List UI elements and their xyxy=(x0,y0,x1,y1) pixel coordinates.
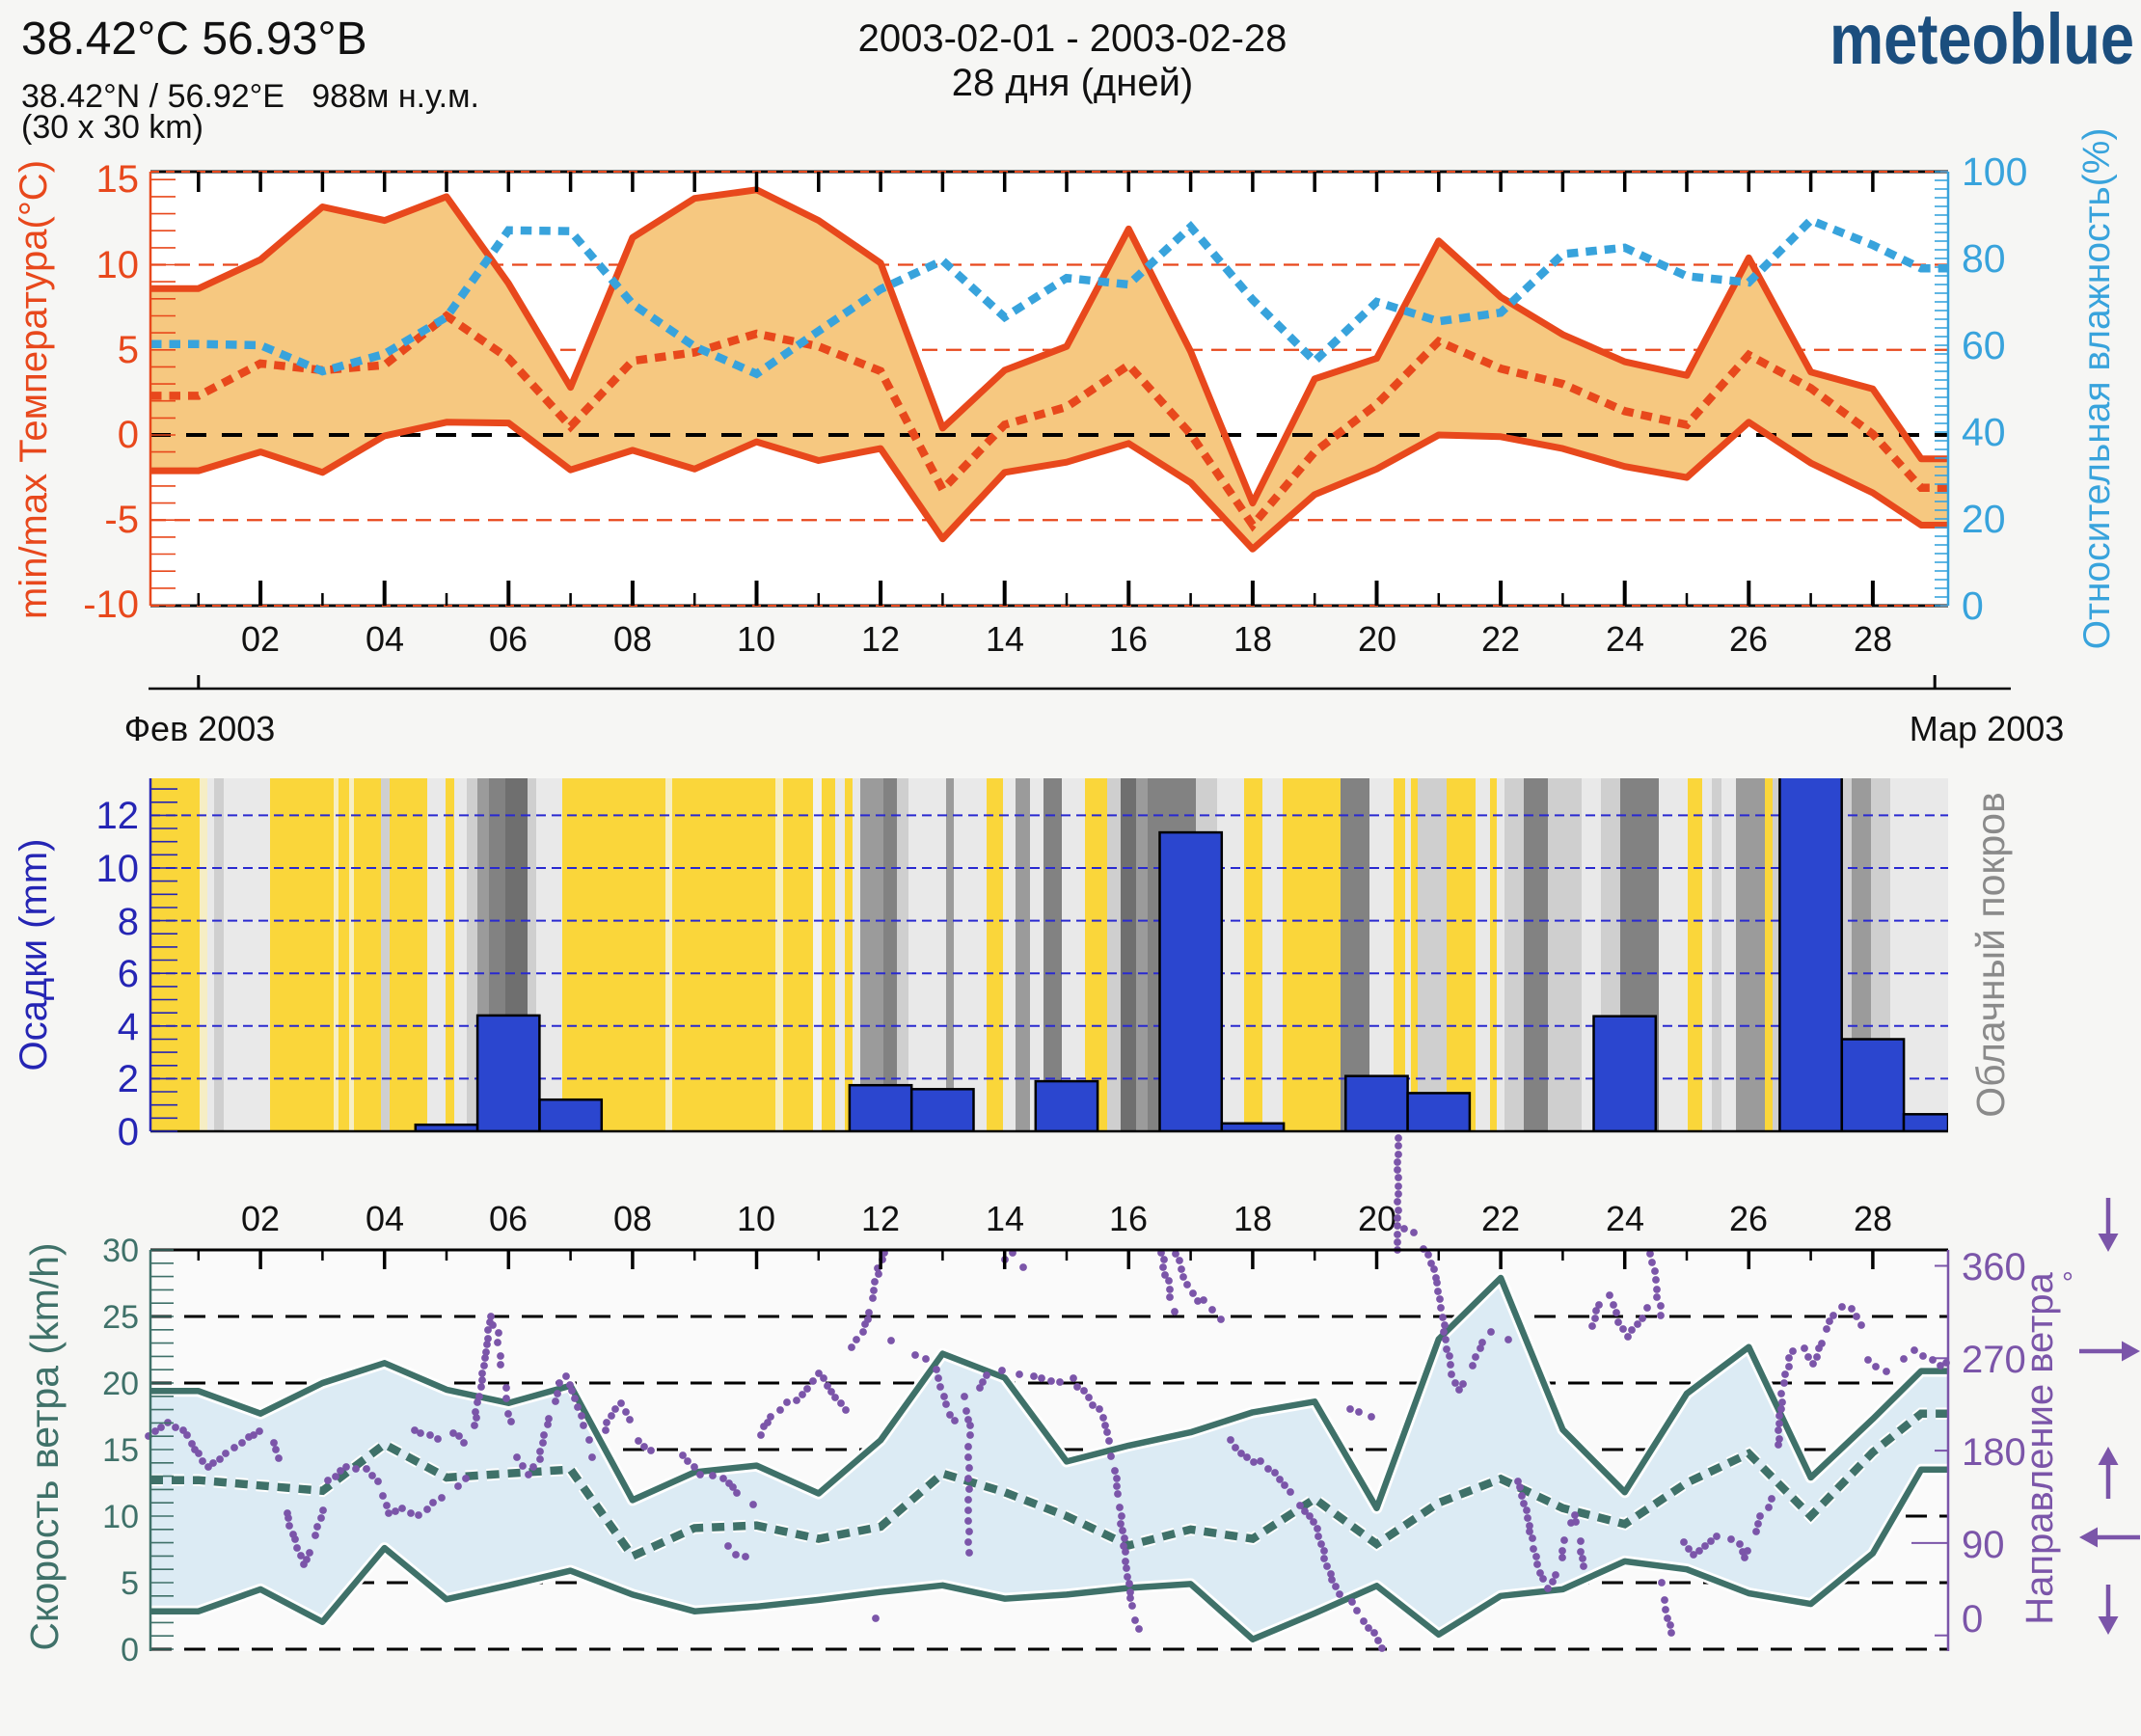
svg-text:Скорость ветра (km/h): Скорость ветра (km/h) xyxy=(22,1242,67,1650)
svg-text:30: 30 xyxy=(102,1233,139,1269)
svg-text:Мар 2003: Мар 2003 xyxy=(1910,709,2065,748)
svg-text:14: 14 xyxy=(986,619,1024,659)
svg-text:16: 16 xyxy=(1109,1199,1148,1238)
svg-text:360: 360 xyxy=(1962,1246,2026,1288)
svg-text:10: 10 xyxy=(737,1199,775,1238)
svg-text:min/max Температура(°C): min/max Температура(°C) xyxy=(13,160,55,619)
svg-text:10: 10 xyxy=(96,244,140,286)
svg-text:28: 28 xyxy=(1854,619,1892,659)
svg-text:24: 24 xyxy=(1606,1199,1644,1238)
svg-text:-10: -10 xyxy=(83,583,139,626)
svg-text:10: 10 xyxy=(96,848,140,890)
svg-text:(30 x 30 km): (30 x 30 km) xyxy=(21,109,203,146)
svg-text:18: 18 xyxy=(1233,619,1272,659)
svg-text:20: 20 xyxy=(1962,497,2006,541)
svg-text:Осадки (mm): Осадки (mm) xyxy=(13,839,55,1071)
svg-text:10: 10 xyxy=(737,619,775,659)
svg-text:02: 02 xyxy=(241,1199,280,1238)
svg-text:08: 08 xyxy=(613,1199,652,1238)
svg-text:180: 180 xyxy=(1962,1431,2026,1474)
svg-text:02: 02 xyxy=(241,619,280,659)
svg-text:22: 22 xyxy=(1481,1199,1520,1238)
svg-text:26: 26 xyxy=(1729,619,1768,659)
svg-text:10: 10 xyxy=(102,1499,139,1535)
svg-text:38.42°N / 56.92°E 988м н.у.м: 38.42°N / 56.92°E 988м н.у.м. xyxy=(21,78,479,115)
svg-text:Облачный покров: Облачный покров xyxy=(1968,792,2013,1117)
svg-text:20: 20 xyxy=(1358,619,1396,659)
svg-text:5: 5 xyxy=(121,1565,139,1602)
svg-text:40: 40 xyxy=(1962,410,2006,454)
svg-text:270: 270 xyxy=(1962,1339,2026,1381)
svg-text:18: 18 xyxy=(1233,1199,1272,1238)
svg-text:8: 8 xyxy=(118,901,139,943)
svg-text:0: 0 xyxy=(1962,583,1984,628)
svg-text:2003-02-01 - 2003-02-28: 2003-02-01 - 2003-02-28 xyxy=(858,17,1287,60)
svg-text:16: 16 xyxy=(1109,619,1148,659)
svg-text:04: 04 xyxy=(366,619,404,659)
svg-text:24: 24 xyxy=(1606,619,1644,659)
svg-text:60: 60 xyxy=(1962,323,2006,367)
svg-text:2: 2 xyxy=(118,1058,139,1100)
svg-text:20: 20 xyxy=(102,1366,139,1402)
svg-text:15: 15 xyxy=(102,1432,139,1469)
svg-text:6: 6 xyxy=(118,953,139,995)
svg-text:12: 12 xyxy=(861,1199,900,1238)
svg-text:22: 22 xyxy=(1481,619,1520,659)
svg-text:Фев 2003: Фев 2003 xyxy=(124,709,276,748)
svg-text:90: 90 xyxy=(1962,1524,2005,1566)
svg-text:15: 15 xyxy=(96,158,140,201)
svg-text:28 дня (дней): 28 дня (дней) xyxy=(952,62,1193,104)
svg-text:0: 0 xyxy=(121,1632,139,1668)
svg-text:26: 26 xyxy=(1729,1199,1768,1238)
svg-text:°: ° xyxy=(2062,1267,2073,1299)
svg-text:04: 04 xyxy=(366,1199,404,1238)
svg-text:5: 5 xyxy=(118,329,139,371)
svg-text:meteoblue: meteoblue xyxy=(1829,0,2134,79)
svg-text:12: 12 xyxy=(861,619,900,659)
svg-text:4: 4 xyxy=(118,1006,139,1048)
svg-text:08: 08 xyxy=(613,619,652,659)
svg-text:100: 100 xyxy=(1962,149,2027,194)
svg-text:14: 14 xyxy=(986,1199,1024,1238)
svg-text:80: 80 xyxy=(1962,236,2006,281)
svg-text:06: 06 xyxy=(489,619,528,659)
svg-text:0: 0 xyxy=(118,414,139,456)
svg-text:25: 25 xyxy=(102,1299,139,1336)
svg-text:38.42°C 56.93°В: 38.42°C 56.93°В xyxy=(21,14,367,65)
svg-text:20: 20 xyxy=(1358,1199,1396,1238)
svg-text:Относительная влажность(%): Относительная влажность(%) xyxy=(2076,128,2118,650)
svg-text:Направление ветра: Направление ветра xyxy=(2019,1271,2061,1624)
svg-text:06: 06 xyxy=(489,1199,528,1238)
svg-text:28: 28 xyxy=(1854,1199,1892,1238)
svg-text:-5: -5 xyxy=(104,499,139,541)
svg-text:12: 12 xyxy=(96,795,140,837)
svg-text:0: 0 xyxy=(1962,1598,1983,1641)
svg-text:0: 0 xyxy=(118,1111,139,1153)
